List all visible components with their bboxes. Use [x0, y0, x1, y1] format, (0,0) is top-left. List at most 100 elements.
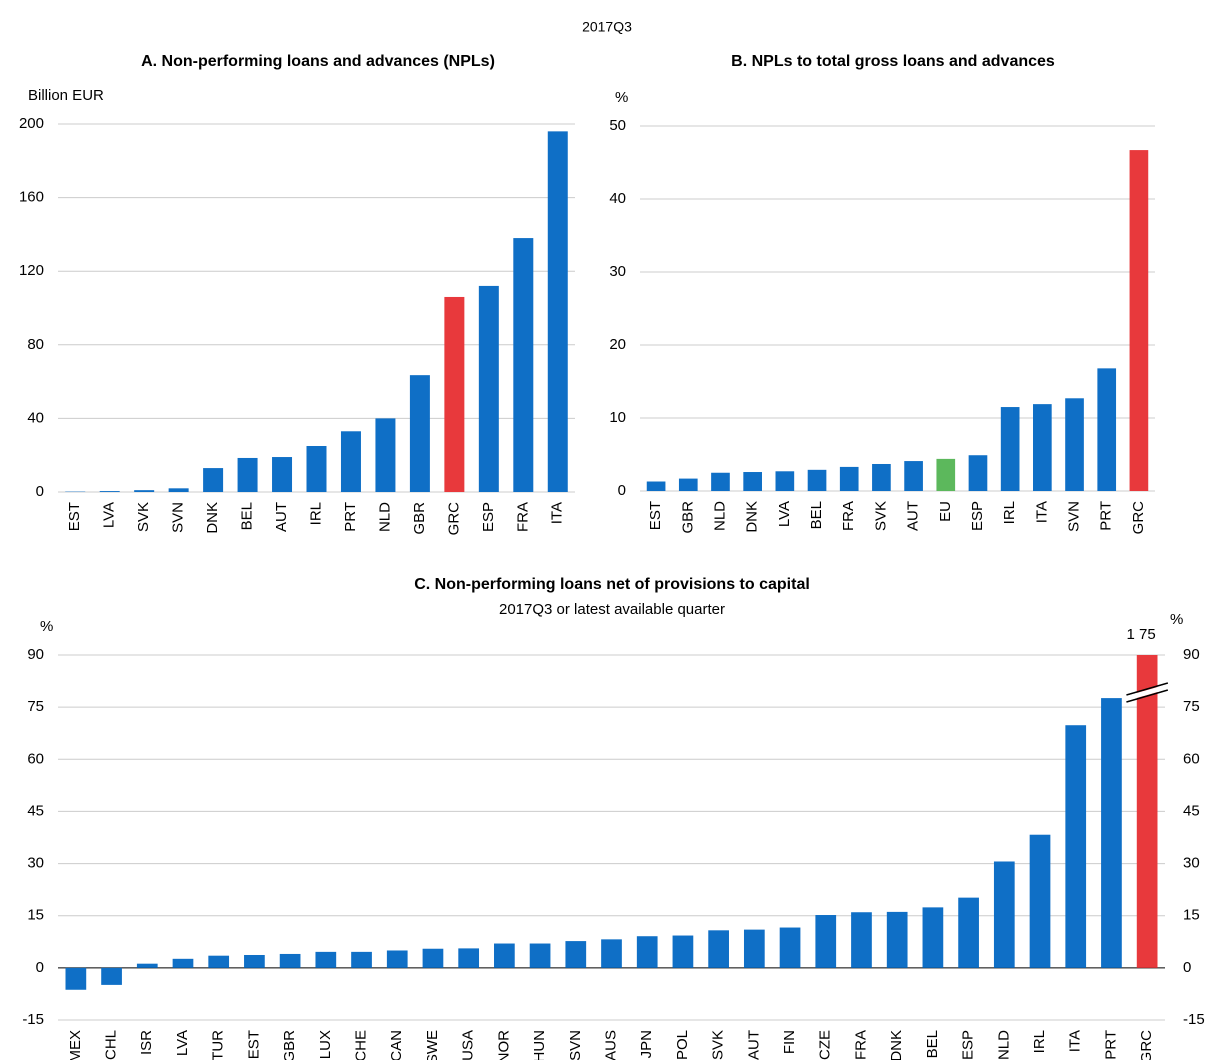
x-tick-label: IRL: [307, 502, 324, 525]
x-tick-label: SVN: [170, 502, 187, 533]
panel-title: A. Non-performing loans and advances (NP…: [141, 53, 495, 70]
bar: [340, 431, 361, 492]
axis-break: [1126, 682, 1169, 696]
x-tick-label: LVA: [174, 1030, 191, 1056]
bar: [775, 471, 795, 491]
x-tick-label: NLD: [995, 1030, 1012, 1060]
x-tick-label: FIN: [781, 1030, 798, 1054]
bar: [646, 481, 666, 491]
axis-break-gap: [1126, 684, 1168, 701]
bar: [315, 951, 337, 968]
bar: [968, 455, 988, 491]
bar: [386, 950, 408, 968]
x-tick-label: NOR: [495, 1030, 512, 1060]
x-tick-label: EU: [937, 501, 954, 522]
bar: [529, 943, 551, 968]
bar: [1033, 404, 1052, 491]
y-tick-label: 200: [19, 115, 44, 132]
bar: [958, 897, 979, 968]
bar: [601, 939, 622, 968]
bar: [672, 935, 694, 968]
x-tick-label: GBR: [679, 501, 696, 534]
x-tick-label: SVN: [1066, 501, 1083, 532]
y-axis-label: Billion EUR: [28, 87, 104, 104]
y2-tick-label: 15: [1183, 907, 1200, 924]
bar: [904, 461, 923, 491]
y-tick-label: 30: [609, 263, 626, 280]
x-tick-label: FRA: [514, 502, 531, 532]
bar: [478, 285, 499, 492]
bar: [1097, 368, 1117, 491]
y-tick-label: 50: [609, 117, 626, 134]
x-tick-label: ESP: [960, 1030, 977, 1060]
y-tick-label: 45: [27, 802, 44, 819]
x-tick-label: PRT: [1102, 1030, 1119, 1060]
x-tick-label: SWE: [424, 1030, 441, 1060]
x-tick-label: ITA: [1067, 1030, 1084, 1052]
y-axis-label: %: [40, 618, 53, 635]
x-tick-label: NLD: [711, 501, 728, 531]
bar: [547, 131, 568, 492]
x-tick-label: AUS: [602, 1030, 619, 1060]
x-tick-label: PRT: [1098, 501, 1115, 531]
bar: [807, 469, 827, 491]
y-tick-label: 75: [27, 698, 44, 715]
x-tick-label: LVA: [101, 502, 118, 528]
y2-tick-label: -15: [1183, 1011, 1205, 1028]
x-tick-label: ITA: [1033, 501, 1050, 523]
bar: [136, 963, 158, 968]
y-tick-label: -15: [22, 1011, 44, 1028]
x-tick-label: DNK: [744, 501, 761, 533]
x-tick-label: AUT: [273, 502, 290, 532]
x-tick-label: GRC: [1138, 1030, 1155, 1060]
y2-tick-label: 0: [1183, 959, 1191, 976]
bar: [886, 911, 908, 968]
x-tick-label: PRT: [342, 502, 359, 532]
bar: [872, 463, 891, 491]
x-tick-label: SVK: [872, 501, 889, 531]
x-tick-label: GBR: [281, 1030, 298, 1060]
x-tick-label: FRA: [840, 501, 857, 531]
x-tick-label: GRC: [445, 502, 462, 536]
x-tick-label: IRL: [1031, 1030, 1048, 1053]
bar: [458, 948, 480, 968]
x-tick-label: GBR: [411, 502, 428, 535]
x-tick-label: HUN: [531, 1030, 548, 1060]
bar: [306, 446, 327, 492]
y2-axis-label: %: [1170, 611, 1183, 628]
bar: [851, 912, 872, 968]
bar: [172, 958, 194, 968]
bar: [1065, 725, 1087, 968]
bar: [922, 907, 944, 968]
y-tick-label: 0: [36, 959, 44, 976]
y-tick-label: 0: [618, 482, 626, 499]
x-tick-label: AUT: [745, 1030, 762, 1060]
x-tick-label: ESP: [480, 502, 497, 532]
x-tick-label: SVK: [710, 1030, 727, 1060]
value-label: 1 75: [1127, 626, 1156, 643]
x-tick-label: POL: [674, 1030, 691, 1060]
figure-subtitle: 2017Q3: [582, 19, 632, 35]
x-tick-label: IRL: [1001, 501, 1018, 524]
bar: [208, 955, 230, 968]
bar: [513, 238, 534, 492]
x-tick-label: EST: [647, 501, 664, 530]
x-tick-label: NLD: [376, 502, 393, 532]
bar: [678, 478, 698, 491]
x-tick-label: ESP: [969, 501, 986, 531]
y-tick-label: 30: [27, 855, 44, 872]
bar: [134, 490, 155, 492]
x-tick-label: SVN: [567, 1030, 584, 1060]
x-tick-label: BEL: [924, 1030, 941, 1058]
x-tick-label: AUT: [905, 501, 922, 531]
panel-title: C. Non-performing loans net of provision…: [414, 576, 810, 593]
bar: [279, 953, 301, 968]
y-tick-label: 160: [19, 189, 44, 206]
y-tick-label: 20: [609, 336, 626, 353]
y2-tick-label: 60: [1183, 750, 1200, 767]
x-tick-label: SVK: [135, 502, 152, 532]
bar: [1065, 398, 1084, 491]
bar: [743, 929, 765, 968]
bar: [743, 472, 762, 491]
